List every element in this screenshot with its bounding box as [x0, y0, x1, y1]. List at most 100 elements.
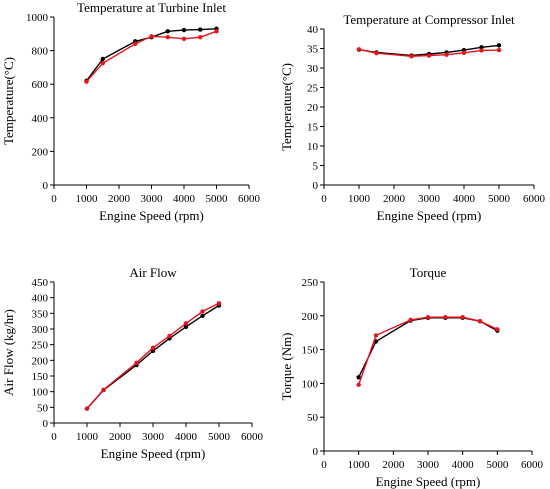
y-tick-label: 20 [307, 102, 319, 114]
y-tick-label: 400 [32, 113, 49, 125]
series-2-point [84, 406, 90, 411]
series-2-point [356, 382, 361, 387]
series-2-point [426, 53, 432, 58]
series-2-point [460, 314, 465, 320]
chart-panel-3: Air Flow 0 1000 2000 3000 4000 5000 6000 0 50 100 1… [1, 265, 264, 461]
series-2-point [134, 360, 139, 366]
x-tick-label: 3000 [142, 431, 165, 443]
x-tick-label: 6000 [238, 193, 261, 205]
y-tick-label: 400 [32, 293, 49, 305]
series-line-2 [85, 30, 217, 83]
y-tick-label: 450 [32, 277, 49, 289]
x-axis-label: Engine Speed (rpm) [377, 208, 482, 223]
x-tick-label: 4000 [452, 459, 475, 471]
y-tick-label: 30 [307, 63, 319, 75]
y-tick-label: 100 [302, 378, 319, 390]
x-tick-label: 1000 [348, 193, 371, 205]
x-tick-label: 1000 [348, 459, 371, 471]
series-1-point [198, 27, 203, 32]
y-axis-label: Temperature(°C) [1, 57, 16, 145]
series-2-point [443, 314, 448, 320]
y-tick-label: 150 [302, 345, 319, 357]
y-tick-label: 600 [32, 79, 49, 91]
series-2-point [133, 41, 138, 47]
y-tick-label: 1000 [26, 12, 49, 24]
y-tick-label: 0 [43, 180, 49, 192]
series-2-point [101, 387, 106, 392]
series-2-point [216, 301, 222, 306]
y-tick-label: 5 [313, 161, 319, 173]
x-tick-label: 3000 [141, 193, 164, 205]
series-2-point [149, 34, 154, 39]
y-axis-label: Torque (Nm) [279, 332, 294, 400]
y-tick-label: 350 [32, 308, 49, 320]
y-axis-label: Temperature(°C) [279, 63, 294, 151]
series-1-point [356, 375, 361, 380]
series-2-point [425, 314, 431, 320]
series-2-point [409, 54, 414, 59]
series-1-point [150, 348, 156, 354]
x-axis-label: Engine Speed (rpm) [101, 446, 206, 461]
chart-title: Air Flow [129, 265, 177, 280]
x-axis-label: Engine Speed (rpm) [99, 208, 204, 223]
x-tick-label: 5000 [206, 193, 229, 205]
series-2-point [214, 29, 219, 34]
series-1-point [479, 45, 484, 50]
y-tick-label: 100 [32, 387, 49, 399]
series-line-1 [86, 304, 220, 410]
y-tick-label: 150 [32, 371, 49, 383]
x-tick-label: 3000 [417, 459, 440, 471]
y-tick-label: 0 [43, 418, 49, 430]
series-2-point [150, 345, 156, 350]
series-2-point [167, 333, 172, 339]
series-1-point [200, 313, 205, 319]
y-tick-label: 50 [307, 412, 319, 424]
y-tick-label: 200 [302, 311, 319, 323]
chart-title: Temperature at Turbine Inlet [77, 0, 226, 15]
y-tick-label: 200 [32, 146, 49, 158]
x-tick-label: 6000 [521, 459, 544, 471]
series-2-point [181, 36, 187, 42]
y-tick-label: 50 [37, 402, 49, 414]
series-2-point [496, 47, 502, 53]
x-tick-label: 1000 [76, 431, 99, 443]
series-2-point [374, 50, 379, 56]
series-2-point [373, 333, 379, 338]
series-2-point [444, 52, 449, 57]
series-2-point [84, 79, 89, 84]
x-tick-label: 5000 [488, 193, 511, 205]
x-tick-label: 4000 [175, 431, 198, 443]
series-2-point [461, 50, 467, 55]
x-tick-label: 4000 [173, 193, 196, 205]
series-1-point [165, 29, 170, 34]
series-1-point [183, 324, 189, 330]
y-tick-label: 10 [307, 141, 319, 153]
y-tick-label: 15 [307, 122, 319, 134]
series-2-point [183, 321, 189, 326]
y-tick-label: 200 [32, 355, 49, 367]
x-tick-label: 6000 [523, 193, 546, 205]
series-2-point [408, 317, 413, 323]
series-1-point [496, 43, 502, 48]
y-tick-label: 250 [302, 277, 319, 289]
y-tick-label: 300 [32, 324, 49, 336]
x-tick-label: 5000 [208, 431, 231, 443]
x-axis-label: Engine Speed (rpm) [376, 474, 481, 489]
series-line-2 [86, 302, 220, 410]
x-tick-label: 2000 [109, 431, 132, 443]
y-tick-label: 35 [307, 44, 319, 56]
x-tick-label: 0 [51, 193, 57, 205]
y-tick-label: 800 [32, 46, 49, 58]
y-tick-label: 0 [313, 446, 319, 458]
series-1-point [181, 27, 187, 33]
series-2-point [100, 61, 105, 66]
x-tick-label: 0 [51, 431, 57, 443]
chart-panel-4: Torque 0 1000 2000 3000 4000 5000 6000 0 50 100 150… [279, 265, 544, 489]
series-line-1 [358, 44, 500, 57]
x-tick-label: 0 [321, 193, 327, 205]
series-2-point [165, 34, 170, 40]
series-2-point [479, 48, 484, 53]
y-axis-label: Air Flow (kg/hr) [1, 309, 16, 396]
